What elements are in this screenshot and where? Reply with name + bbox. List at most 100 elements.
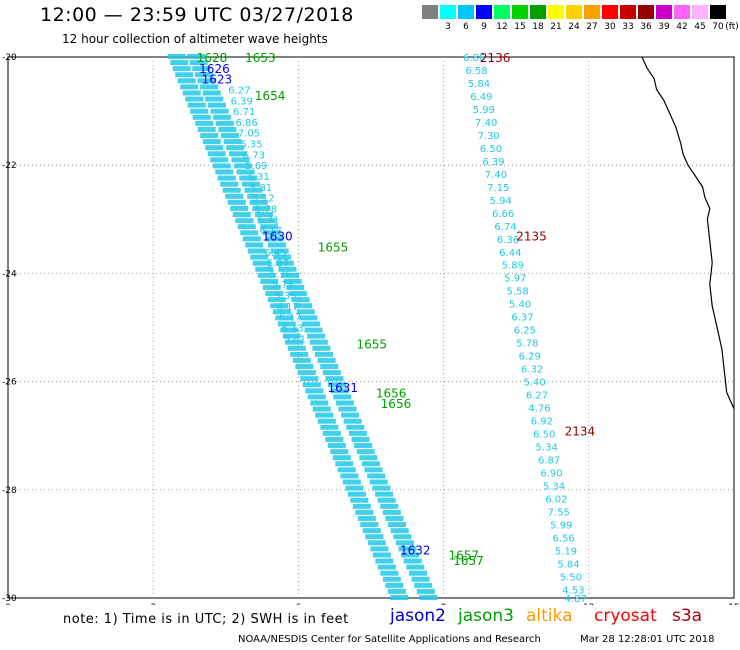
dense-swh-mark <box>282 333 301 339</box>
dense-swh-mark <box>230 205 249 211</box>
scale-swatch <box>458 5 474 19</box>
dense-swh-mark <box>228 151 247 157</box>
dense-swh-mark <box>340 473 359 479</box>
dense-swh-mark <box>411 576 430 582</box>
y-tick-label: -30 <box>2 594 17 604</box>
swh-value: 4.76 <box>528 404 550 415</box>
dense-swh-mark <box>292 357 311 363</box>
swh-value: 6.92 <box>531 417 553 428</box>
dense-swh-mark <box>270 303 289 309</box>
dense-swh-mark <box>197 126 216 132</box>
dense-swh-mark <box>325 436 344 442</box>
swh-value: 6.45 <box>265 248 287 259</box>
dense-swh-mark <box>232 212 251 218</box>
dense-swh-mark <box>322 370 341 376</box>
pass-time-label: 2134 <box>565 424 596 438</box>
swh-value: 5.40 <box>523 378 545 389</box>
dense-swh-mark <box>285 339 304 345</box>
pass-time-label: 1626 <box>199 62 230 76</box>
dense-swh-mark <box>377 564 396 570</box>
swh-value: 4.87 <box>565 594 587 605</box>
dense-swh-mark <box>309 339 328 345</box>
dense-swh-mark <box>200 133 219 139</box>
dense-swh-mark <box>330 449 349 455</box>
swh-value: 5.97 <box>504 274 526 285</box>
swh-value: 6.17 <box>277 302 299 313</box>
page-subtitle: 12 hour collection of altimeter wave hei… <box>62 32 328 46</box>
dense-swh-mark <box>207 102 226 108</box>
credit-line: NOAA/NESDIS Center for Satellite Applica… <box>238 634 541 645</box>
pass-time-label: 1630 <box>262 230 293 244</box>
scale-label: 15 <box>514 22 526 32</box>
y-tick-label: -28 <box>2 486 17 496</box>
scale-swatch <box>692 5 708 19</box>
dense-swh-mark <box>312 406 331 412</box>
scale-label: 42 <box>676 22 688 32</box>
scale-unit: (ft) <box>725 22 739 32</box>
dense-swh-mark <box>297 370 316 376</box>
dense-swh-mark <box>215 169 234 175</box>
dense-swh-mark <box>295 364 314 370</box>
swh-value: 5.35 <box>240 140 262 151</box>
swh-value: 6.27 <box>228 85 250 96</box>
dense-swh-mark <box>314 351 333 357</box>
satellite-jason2: jason2 <box>390 606 446 626</box>
dense-swh-mark <box>241 181 260 187</box>
swh-value: 5.13 <box>281 324 303 335</box>
swh-value: 6.86 <box>235 118 257 129</box>
swh-value: 6.56 <box>553 533 575 544</box>
dense-swh-mark <box>393 534 412 540</box>
pass-time-label: 1657 <box>453 554 484 568</box>
pass-time-label: 1656 <box>376 386 407 400</box>
dense-swh-mark <box>372 552 391 558</box>
scale-label: 6 <box>463 22 469 32</box>
dense-swh-mark <box>210 108 229 114</box>
satellite-cryosat: cryosat <box>594 606 657 626</box>
dense-swh-mark <box>236 169 255 175</box>
dense-swh-mark <box>375 491 394 497</box>
dense-swh-mark <box>341 412 360 418</box>
dense-swh-mark <box>240 230 259 236</box>
dense-swh-mark <box>367 540 386 546</box>
dense-swh-mark <box>291 297 310 303</box>
x-tick-label: 3 <box>150 603 156 605</box>
dense-swh-mark <box>231 157 250 163</box>
swh-value: 7.15 <box>487 183 509 194</box>
wave-height-map: 03691215-20-22-24-26-28-30 6.276.396.716… <box>2 51 740 605</box>
dense-swh-mark <box>290 351 309 357</box>
swh-value: 6.39 <box>231 96 253 107</box>
dense-swh-mark <box>310 400 329 406</box>
dense-swh-mark <box>187 102 206 108</box>
y-tick-label: -20 <box>2 53 17 63</box>
x-tick-label: 0 <box>5 603 11 605</box>
dense-swh-mark <box>252 205 271 211</box>
axis-tick-labels: 0 3 6 9 12 15 -20 -22 -24 -26 -28 -30 <box>2 53 740 605</box>
dense-swh-mark <box>194 72 213 78</box>
altimeter-track-c: 6.86 6.58 5.84 6.49 5.99 7.40 7.30 6.50 6.39 7.40… <box>463 53 587 605</box>
dense-swh-mark <box>242 236 261 242</box>
dense-swh-mark <box>172 66 191 72</box>
dense-swh-mark <box>262 230 281 236</box>
scale-swatch <box>566 5 582 19</box>
scale-label: 30 <box>604 22 616 32</box>
dense-swh-mark <box>247 193 266 199</box>
dense-swh-mark <box>280 327 299 333</box>
dense-swh-mark <box>180 84 199 90</box>
dense-swh-mark <box>372 485 391 491</box>
dense-swh-mark <box>189 60 208 66</box>
scale-label: 27 <box>586 22 598 32</box>
scale-label: 33 <box>622 22 634 32</box>
dense-swh-mark <box>281 272 300 278</box>
dense-swh-mark <box>307 394 326 400</box>
dense-swh-mark <box>190 108 209 114</box>
dense-swh-mark <box>343 418 362 424</box>
dense-swh-mark <box>342 479 361 485</box>
dense-swh-mark <box>222 187 241 193</box>
swh-value: 6.29 <box>519 352 541 363</box>
scale-swatch <box>494 5 510 19</box>
dense-swh-mark <box>265 291 284 297</box>
dense-swh-mark <box>416 588 435 594</box>
dense-swh-mark <box>192 66 211 72</box>
dense-swh-mark <box>249 199 268 205</box>
y-tick-label: -24 <box>2 269 17 279</box>
